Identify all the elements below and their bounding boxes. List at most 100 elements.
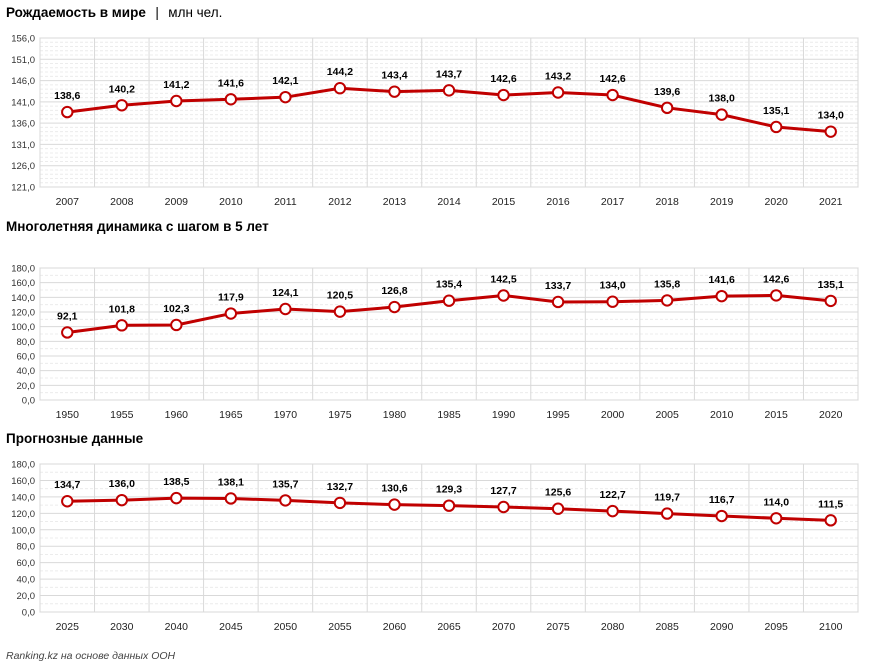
y-tick-label: 140,0 xyxy=(11,492,35,503)
y-tick-label: 40,0 xyxy=(17,575,36,586)
data-point xyxy=(497,289,510,302)
y-tick-label: 180,0 xyxy=(11,460,35,471)
data-label: 142,1 xyxy=(272,75,298,87)
x-tick-label: 2070 xyxy=(492,621,516,633)
data-point xyxy=(442,84,456,97)
chart-panel-1: 121,0 126,0 131,0 136,0 141,0 146,0 151,0 156,0… xyxy=(11,34,859,208)
x-tick-label: 2005 xyxy=(655,409,679,421)
x-tick-label: 2030 xyxy=(110,621,134,633)
x-tick-label: 2020 xyxy=(765,196,789,208)
data-label: 124,1 xyxy=(272,287,298,299)
data-point xyxy=(442,294,456,307)
data-label: 139,6 xyxy=(654,86,680,98)
data-label: 136,0 xyxy=(109,478,135,490)
chart-panel-3: Прогнозные данные 0,0 20,0 40,0 60,0 80,0 100,… xyxy=(6,431,859,633)
y-tick-label: 160,0 xyxy=(11,476,35,487)
x-tick-label: 1955 xyxy=(110,409,134,421)
data-label: 138,1 xyxy=(218,476,244,488)
data-label: 132,7 xyxy=(327,481,353,493)
data-point xyxy=(606,88,619,102)
data-label: 138,6 xyxy=(54,90,80,102)
x-tick-label: 1990 xyxy=(492,409,516,421)
data-label: 141,2 xyxy=(163,79,189,91)
x-tick-label: 1960 xyxy=(165,409,189,421)
y-tick-label: 160,0 xyxy=(11,278,35,289)
data-label: 129,3 xyxy=(436,484,462,496)
data-label: 127,7 xyxy=(490,485,516,497)
data-point xyxy=(660,101,674,115)
y-tick-label: 100,0 xyxy=(11,322,35,333)
data-label: 119,7 xyxy=(654,492,680,504)
data-point xyxy=(224,492,238,505)
y-tick-label: 80,0 xyxy=(17,337,36,348)
data-point xyxy=(715,108,728,121)
data-point xyxy=(497,500,510,514)
data-label: 122,7 xyxy=(599,489,625,501)
data-point xyxy=(115,493,129,507)
y-tick-label: 40,0 xyxy=(17,366,36,377)
y-tick-label: 140,0 xyxy=(11,293,35,304)
y-tick-label: 136,0 xyxy=(11,119,35,130)
source-note: Ranking.kz на основе данных ООН xyxy=(6,650,176,662)
data-point xyxy=(824,125,837,138)
data-label: 138,5 xyxy=(163,476,189,488)
data-point xyxy=(770,289,783,302)
data-label: 142,6 xyxy=(599,73,625,85)
data-label: 120,5 xyxy=(327,290,353,302)
data-label: 143,4 xyxy=(381,70,407,82)
y-tick-label: 146,0 xyxy=(11,76,35,87)
data-point xyxy=(551,295,565,309)
data-label: 134,7 xyxy=(54,479,80,491)
data-label: 143,2 xyxy=(545,70,571,82)
data-label: 117,9 xyxy=(218,292,244,304)
x-tick-label: 1985 xyxy=(437,409,461,421)
data-label: 135,1 xyxy=(818,279,844,291)
data-label: 125,6 xyxy=(545,487,571,499)
x-tick-label: 2019 xyxy=(710,196,734,208)
x-tick-label: 2018 xyxy=(655,196,679,208)
data-point xyxy=(170,94,183,108)
x-tick-label: 2007 xyxy=(56,196,80,208)
x-tick-label: 2010 xyxy=(710,409,734,421)
data-label: 135,7 xyxy=(272,478,298,490)
data-label: 126,8 xyxy=(381,285,407,297)
x-tick-label: 2100 xyxy=(819,621,843,633)
y-tick-label: 120,0 xyxy=(11,509,35,520)
data-point xyxy=(279,494,292,507)
data-point xyxy=(388,300,401,314)
data-point xyxy=(224,93,238,106)
y-tick-label: 100,0 xyxy=(11,525,35,536)
data-point xyxy=(279,302,292,316)
data-label: 142,6 xyxy=(763,273,789,285)
data-label: 141,6 xyxy=(218,77,244,89)
y-tick-label: 120,0 xyxy=(11,308,35,319)
x-tick-label: 2040 xyxy=(165,621,189,633)
panel-title-3: Прогнозные данные xyxy=(6,431,144,446)
data-point xyxy=(551,502,565,515)
y-tick-label: 60,0 xyxy=(17,352,36,363)
y-tick-label: 80,0 xyxy=(17,542,36,553)
x-tick-label: 1975 xyxy=(328,409,352,421)
x-tick-label: 2014 xyxy=(437,196,461,208)
x-tick-label: 1980 xyxy=(383,409,407,421)
y-tick-label: 131,0 xyxy=(11,140,35,151)
data-point xyxy=(824,294,837,308)
y-tick-label: 141,0 xyxy=(11,97,35,108)
x-tick-label: 2055 xyxy=(328,621,352,633)
x-tick-label: 2009 xyxy=(165,196,189,208)
x-tick-label: 2085 xyxy=(655,621,679,633)
x-tick-label: 2017 xyxy=(601,196,625,208)
data-label: 92,1 xyxy=(57,310,78,322)
y-tick-label: 121,0 xyxy=(11,183,35,194)
data-point xyxy=(224,307,238,320)
x-tick-label: 2045 xyxy=(219,621,243,633)
x-tick-label: 2010 xyxy=(219,196,243,208)
data-point xyxy=(388,498,401,511)
y-tick-label: 0,0 xyxy=(22,608,35,619)
data-label: 143,7 xyxy=(436,68,462,80)
y-tick-label: 20,0 xyxy=(17,591,36,602)
data-point xyxy=(333,305,347,318)
data-label: 135,4 xyxy=(436,279,462,291)
